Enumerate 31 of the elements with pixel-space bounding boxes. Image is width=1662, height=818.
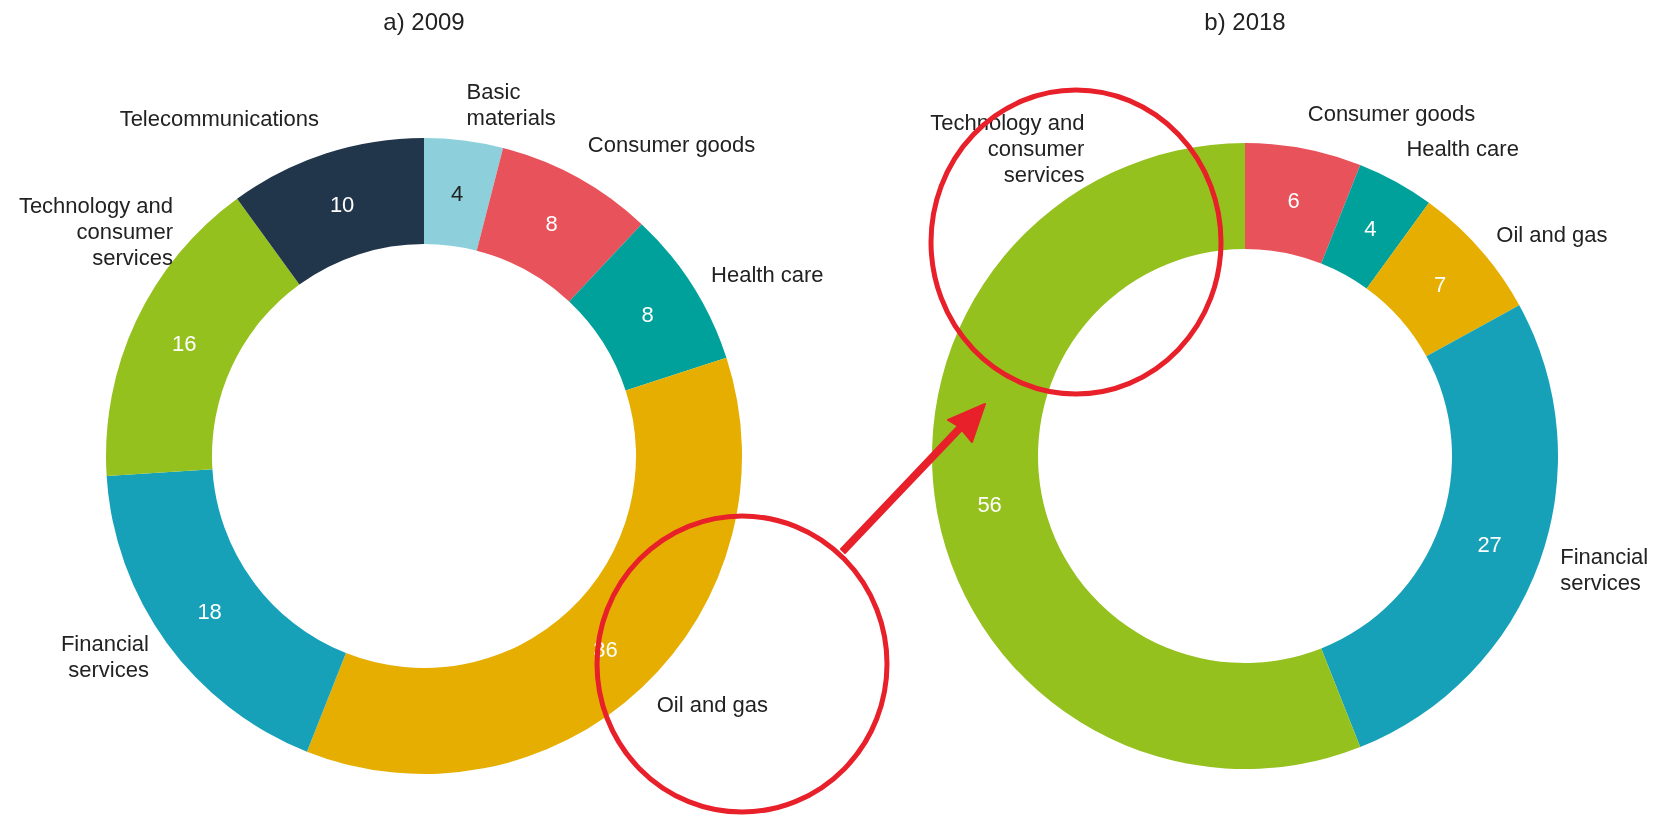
donut-slice [1321, 164, 1429, 289]
data-label: 56 [977, 492, 1002, 518]
slice-label: Consumer goods [587, 131, 756, 157]
chart-title: a) 2009 [383, 8, 465, 35]
donut-slice [932, 143, 1361, 769]
data-label: 4 [451, 180, 464, 206]
data-label: 7 [1433, 271, 1447, 297]
data-label: 6 [1287, 188, 1300, 214]
slice-label: Health care [711, 261, 824, 287]
data-label: 16 [171, 330, 197, 356]
data-label: 27 [1477, 531, 1502, 557]
slice-label: Financial services [60, 630, 149, 682]
data-label: 8 [545, 211, 558, 237]
slice-label: Oil and gas [656, 691, 769, 717]
slice-label: Technology and consumer services [18, 192, 173, 270]
slice-label: Health care [1406, 136, 1519, 162]
donut-slice [1245, 143, 1361, 264]
slice-label: Oil and gas [1496, 222, 1608, 248]
slice-label: Consumer goods [1307, 100, 1476, 126]
donut-slice [1321, 305, 1558, 748]
data-label: 18 [197, 599, 222, 625]
slice-label: Basic materials [466, 79, 556, 131]
data-label: 8 [641, 301, 654, 327]
donut-slice [237, 138, 424, 285]
data-label: 4 [1364, 215, 1377, 241]
slice-label: Financial services [1560, 544, 1649, 596]
slice-label: Telecommunications [119, 106, 319, 132]
chart-title: b) 2018 [1204, 8, 1286, 35]
donut-slice [1366, 202, 1520, 357]
donut-slice [424, 138, 504, 251]
data-label: 10 [329, 191, 355, 217]
